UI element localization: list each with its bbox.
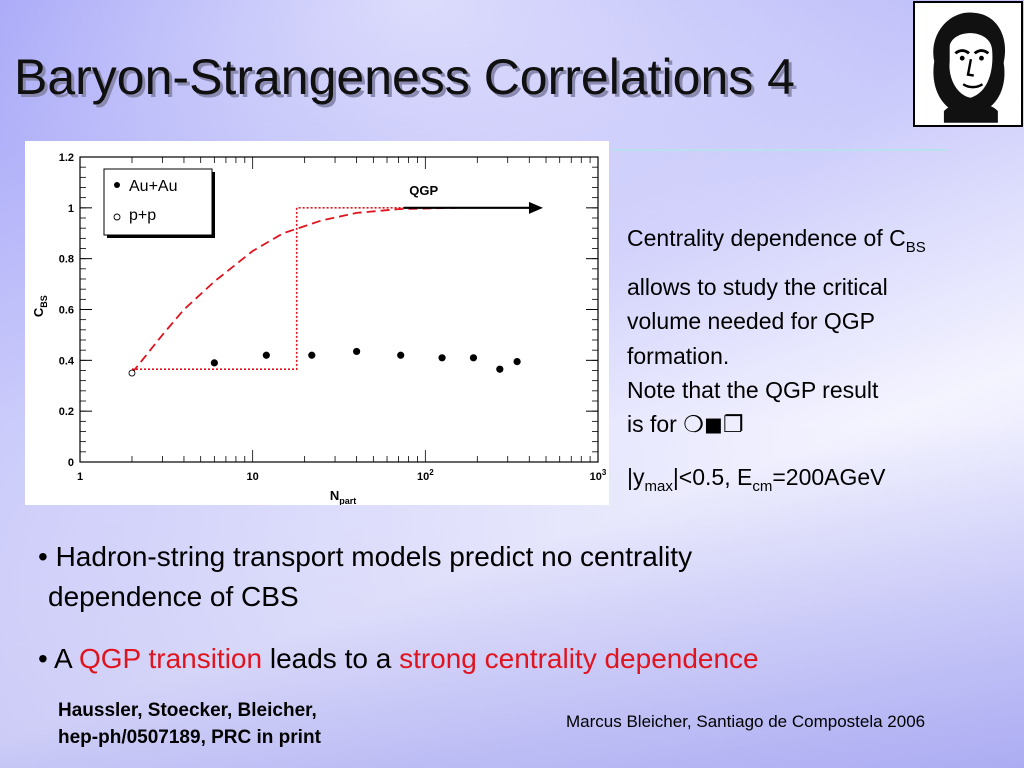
auau-data-point — [397, 351, 405, 359]
legend-label: p+p — [129, 207, 156, 224]
y-tick-label: 1.2 — [59, 152, 74, 164]
bullet-2: • A QGP transition leads to a strong cen… — [38, 643, 759, 674]
y-tick-label: 0.4 — [59, 355, 75, 367]
auau-data-point — [210, 359, 218, 367]
chart-panel: QGP Au+Au p+p 0 0.2 0.4 0.6 0.8 1 1.2 1 10 102 103 N… — [25, 141, 609, 505]
bullet-1: • Hadron-string transport models predict… — [38, 541, 693, 572]
y-tick-label: 1 — [68, 203, 74, 215]
qgp-annotation-label: QGP — [409, 183, 438, 198]
side-text-line-2: allows to study the critical — [627, 274, 888, 300]
reference-authors: Haussler, Stoecker, Bleicher, — [58, 700, 317, 721]
auau-data-point — [262, 351, 270, 359]
auau-data-point — [353, 347, 361, 356]
legend-marker-filled — [114, 182, 120, 188]
y-axis-label: CBS — [31, 295, 49, 317]
auau-data-point — [308, 351, 316, 359]
symbol-glyphs: ❍◼❐ — [683, 411, 744, 437]
side-text-line-7: |ymax|<0.5, Ecm=200AGeV — [627, 464, 886, 495]
auau-data-point — [438, 354, 446, 362]
bullet-1-continuation: dependence of CBS — [48, 581, 299, 612]
pp-data-point — [128, 369, 136, 377]
y-tick-label: 0.6 — [59, 305, 74, 317]
footer-credit: Marcus Bleicher, Santiago de Compostela … — [566, 712, 926, 731]
title-divider — [612, 149, 948, 151]
x-axis-label: Npart — [330, 488, 356, 505]
x-tick-label: 1 — [77, 471, 83, 483]
portrait-icon — [933, 12, 1006, 123]
x-tick-label: 10 — [247, 471, 259, 483]
y-tick-label: 0 — [68, 457, 74, 469]
x-tick-label: 102 — [417, 468, 434, 483]
legend-label: Au+Au — [129, 178, 177, 195]
cbs-chart: QGP Au+Au p+p 0 0.2 0.4 0.6 0.8 1 1.2 1 10 102 103 N… — [31, 152, 607, 505]
y-tick-label: 0.2 — [59, 406, 74, 418]
auau-data-point — [496, 365, 504, 373]
qgp-arrow-head — [528, 201, 543, 214]
side-text-line-1: Centrality dependence of CBS — [627, 225, 926, 256]
auau-data-point — [469, 354, 478, 362]
qgp-smooth-curve — [131, 206, 456, 374]
page-title: Baryon-Strangeness Correlations 4 — [14, 49, 795, 105]
y-tick-label: 0.8 — [59, 254, 74, 266]
side-text-line-5: Note that the QGP result — [627, 377, 879, 403]
side-text-line-3: volume needed for QGP — [627, 308, 876, 334]
side-text-line-6: is for ❍◼❐ — [627, 411, 744, 437]
x-tick-label: 103 — [590, 468, 607, 483]
legend-marker-open — [113, 213, 121, 221]
side-text-line-4: formation. — [627, 343, 730, 369]
portrait-logo — [913, 1, 1023, 127]
reference-citation: hep-ph/0507189, PRC in print — [58, 727, 321, 748]
qgp-step-curve — [132, 207, 539, 370]
auau-data-point — [513, 358, 521, 366]
legend-box — [103, 168, 213, 236]
